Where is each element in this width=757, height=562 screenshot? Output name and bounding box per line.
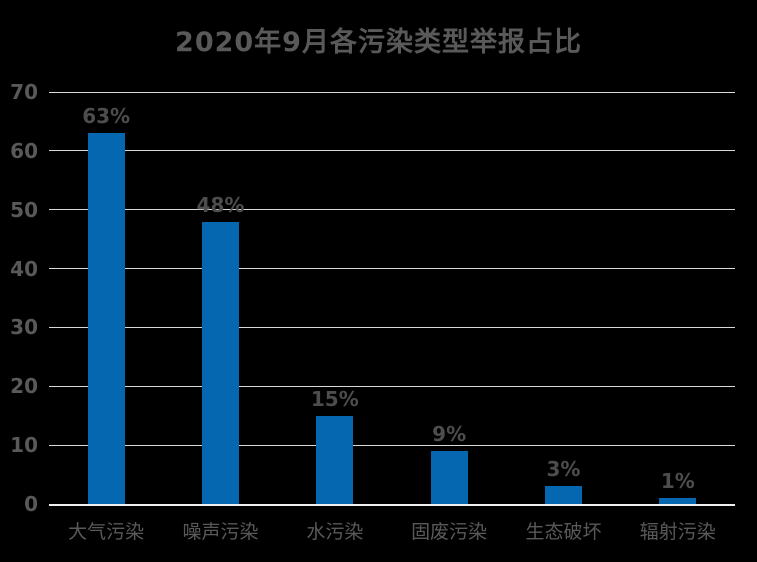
x-axis-category-label: 生态破坏	[525, 521, 602, 543]
gridline-30	[49, 326, 735, 328]
bar-value-label: 9%	[432, 422, 467, 447]
bar	[87, 133, 125, 504]
x-axis-category-label: 大气污染	[68, 521, 145, 543]
y-axis-tick-label: 50	[10, 197, 38, 222]
x-axis: 大气污染 噪声污染 水污染 固废污染 生态破坏 辐射污染	[49, 517, 735, 544]
x-axis-category-label: 噪声污染	[182, 521, 259, 543]
y-axis-tick-label: 10	[10, 433, 38, 458]
bar-group: 15%	[278, 92, 392, 504]
y-axis-tick-label: 60	[10, 138, 38, 163]
gridline-40	[49, 268, 735, 270]
bar-group: 63%	[49, 92, 163, 504]
bar-group: 3%	[506, 92, 620, 504]
gridline-50	[49, 209, 735, 211]
y-axis-tick-label: 70	[10, 80, 38, 104]
y-axis-tick-label: 40	[10, 256, 38, 281]
bar-value-label: 15%	[310, 386, 359, 411]
x-axis-category-label: 辐射污染	[639, 521, 716, 543]
gridline-70	[49, 91, 735, 93]
bar	[659, 498, 697, 504]
chart-title: 2020年9月各污染类型举报占比	[175, 27, 582, 58]
bar-group: 1%	[621, 92, 735, 504]
bar	[430, 451, 468, 504]
bar-group: 9%	[392, 92, 506, 504]
bar-value-label: 1%	[660, 469, 695, 494]
x-axis-category-label: 水污染	[306, 521, 364, 543]
plot-area: 63% 48% 15% 9% 3% 1%	[49, 91, 735, 506]
bar	[316, 415, 354, 504]
y-axis-tick-label: 20	[10, 374, 38, 399]
bar-group: 48%	[163, 92, 277, 504]
gridline-10	[49, 444, 735, 446]
y-axis-tick-label: 30	[10, 315, 38, 340]
bar	[544, 486, 582, 504]
bar-value-label: 48%	[196, 192, 245, 217]
bar	[201, 221, 239, 504]
gridline-20	[49, 385, 735, 387]
y-axis-tick-label: 0	[24, 492, 38, 516]
gridline-60	[49, 150, 735, 152]
x-axis-category-label: 固废污染	[411, 521, 488, 543]
bar-value-label: 3%	[546, 457, 581, 482]
bar-value-label: 63%	[82, 104, 131, 129]
